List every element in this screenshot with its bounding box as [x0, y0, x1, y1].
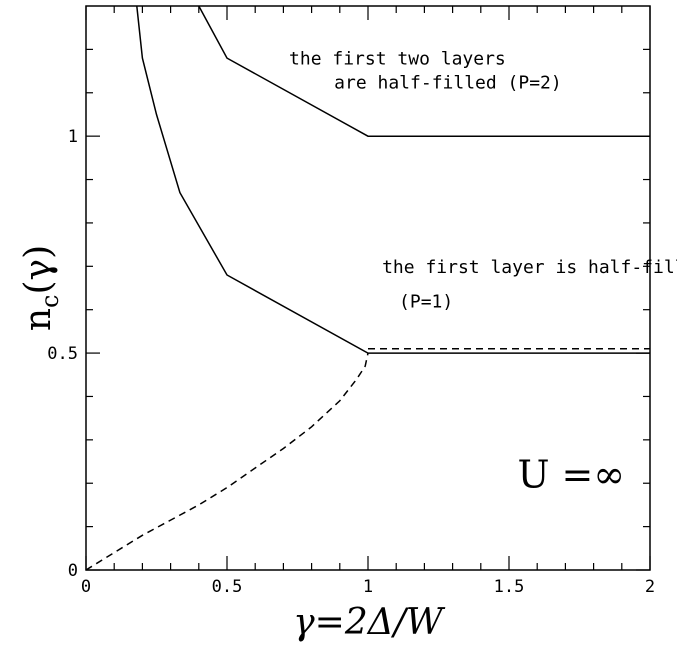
plot-frame [85, 5, 651, 571]
x-tick-label: 0.5 [212, 577, 243, 597]
x-tick-label: 0 [81, 577, 91, 597]
x-axis-label: γ=2Δ/W [293, 602, 446, 643]
y-tick-label: 0.5 [47, 344, 78, 364]
y-axis-label-subscript: c [36, 294, 64, 307]
y-tick-label: 1 [68, 127, 78, 147]
annotation-2: are half-filled (P=2) [334, 72, 562, 93]
annotation-4: (P=1) [399, 292, 453, 313]
y-axis-label-tail: (γ) [18, 245, 59, 295]
annotation-1: the first two layers [289, 49, 506, 70]
x-tick-label: 1 [363, 577, 373, 597]
u-infinity-annotation: U =∞ [517, 453, 625, 497]
series-line-1 [198, 5, 650, 137]
series-line-3 [85, 352, 369, 571]
y-axis-label: nc(γ) [18, 245, 64, 331]
y-axis-label-main: n [18, 308, 59, 331]
x-tick-label: 1.5 [494, 577, 525, 597]
y-tick-label: 0 [68, 561, 78, 581]
annotation-3: the first layer is half-filled [382, 257, 677, 278]
x-tick-label: 2 [645, 577, 655, 597]
